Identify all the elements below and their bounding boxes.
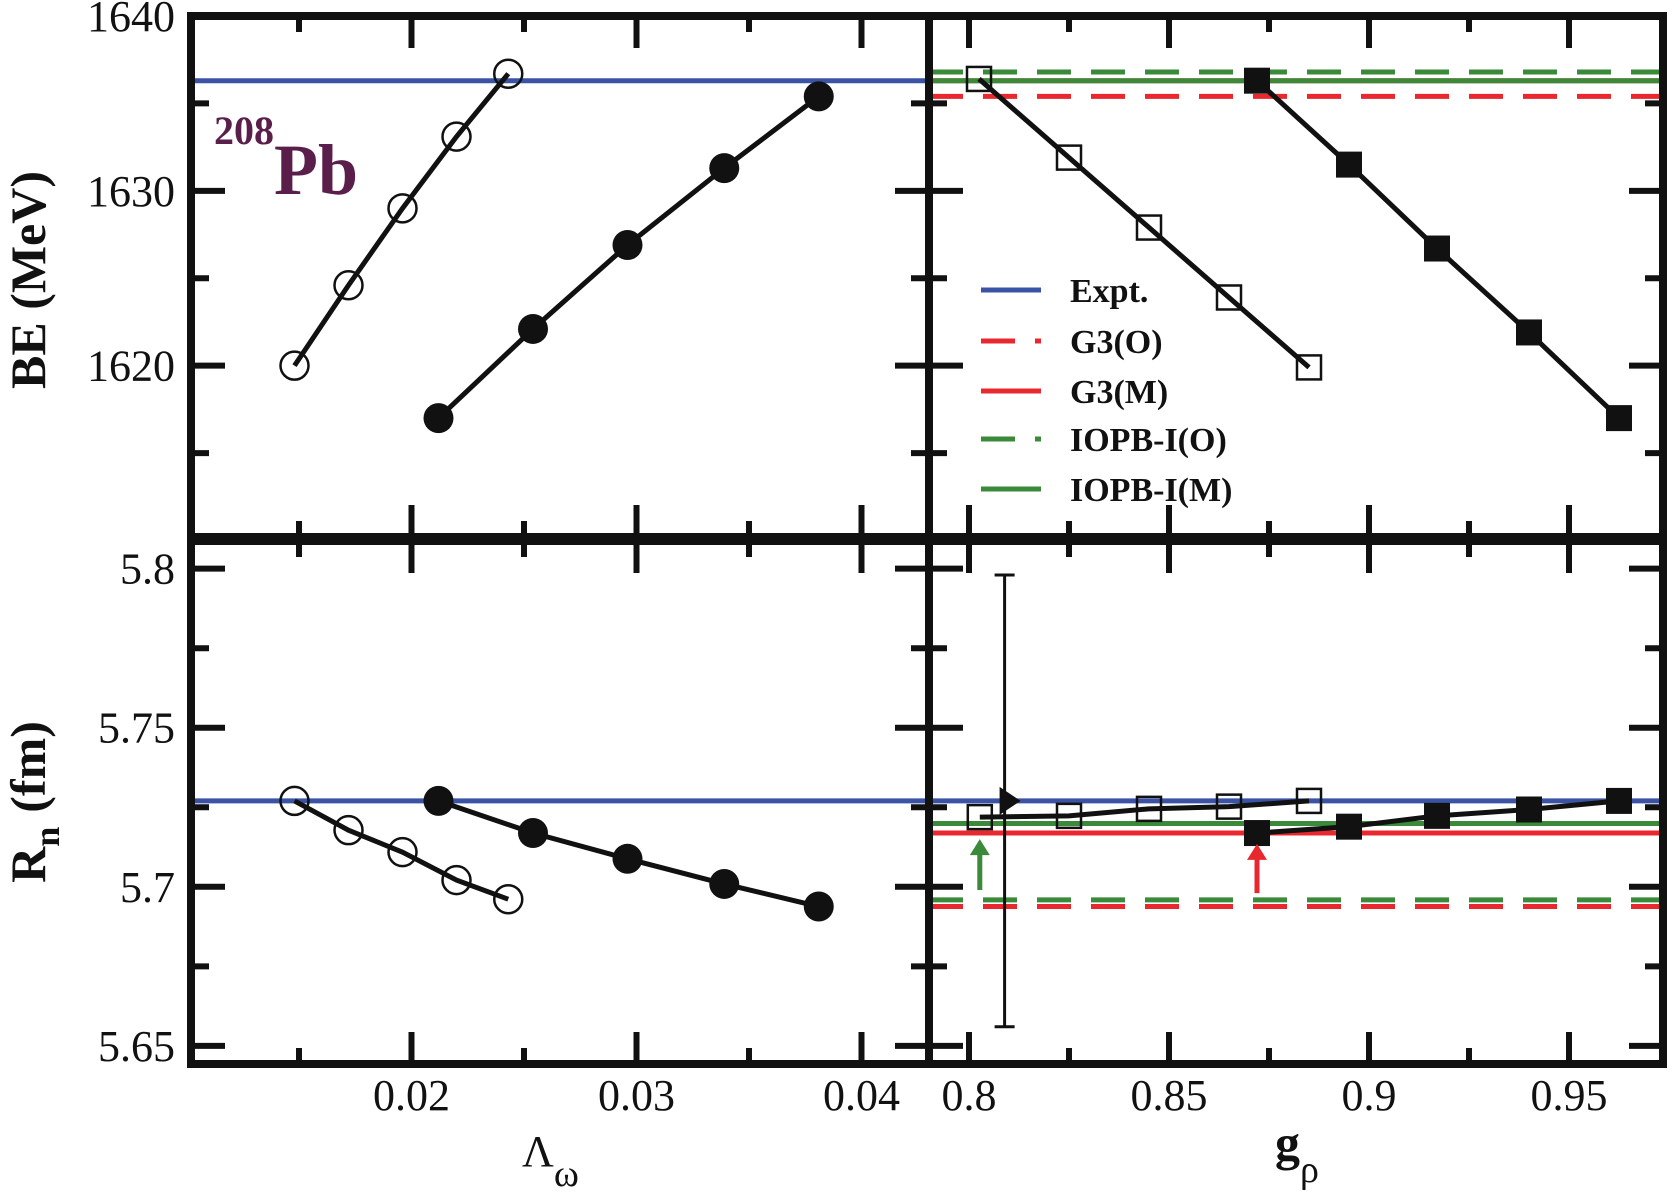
plot-layer: 1620 1630 1640 5.65 5.7 5.75 5.8 0.02 0.03 0.04 0.… [87,0,1667,1120]
x-tick-label: 0.04 [823,1071,900,1120]
data-point-filled-square [1516,319,1542,346]
y-tick-label: 1640 [87,0,175,41]
panel-frame [925,537,1667,1068]
data-point-open-circle [333,814,364,846]
x-axis-title-grho-main: g [1275,1115,1300,1171]
plot-area [191,58,929,434]
data-point-open-circle [493,58,524,89]
data-point-filled-circle [803,891,834,922]
x-axis-title-lambda-sub: ω [554,1153,579,1195]
legend-label: G3(O) [1070,324,1163,361]
data-point-filled-square [1516,796,1542,823]
data-point-open-square [966,803,994,831]
data-point-open-square [1295,354,1323,381]
nucleus-label: 208Pb [214,108,358,210]
panel-be-vs-lambda: 1620 1630 1640 [87,0,933,541]
x-axis-title-lambda: Λω [522,1127,579,1195]
panel-rn-vs-lambda: 5.65 5.7 5.75 5.8 0.02 0.03 0.04 [98,537,933,1120]
nucleus-mass-number: 208 [214,108,274,153]
y-axis-title-be: BE (MeV) [0,171,56,389]
legend-label: G3(M) [1070,374,1168,411]
series-line-open-circles [293,798,510,902]
y-tick-label: 5.75 [98,704,175,753]
y-axis-title-rn: Rn (fm) [0,721,67,883]
plot-area [929,65,1663,432]
series-line-open-squares [979,798,1310,820]
plot-area [191,785,929,922]
data-point-open-circle [279,785,310,817]
data-point-filled-square [1606,405,1632,432]
y-tick-label: 1630 [87,167,175,216]
data-point-open-square [1135,214,1163,241]
data-point-filled-square [1424,235,1450,262]
legend: Expt. G3(O) G3(M) IOPB-I(O) IOPB-I(M) [981,273,1232,509]
experiment-point-triangle [999,786,1021,815]
data-point-filled-circle [612,230,643,261]
data-point-filled-square [1424,802,1450,829]
x-tick-label: 0.85 [1131,1071,1208,1120]
data-point-open-square [1055,802,1083,830]
legend-label: IOPB-I(O) [1070,422,1227,459]
y-tick-label: 5.8 [120,545,175,594]
data-point-filled-square [1244,67,1270,94]
data-point-filled-circle [709,153,740,184]
y-axis-title-rn-unit: (fm) [0,721,56,813]
panel-be-vs-grho [925,12,1667,541]
y-tick-label: 5.65 [98,1022,175,1071]
data-point-open-circle [387,836,418,868]
x-tick-label: 0.95 [1531,1071,1608,1120]
indicator-arrow-head [1247,843,1267,860]
panel-rn-vs-grho: 0.8 0.85 0.9 0.95 [925,537,1667,1120]
legend-item: IOPB-I(O) [981,422,1227,459]
legend-item: G3(O) [981,324,1163,361]
data-point-open-square [1215,793,1243,820]
data-point-filled-circle [518,818,548,849]
x-tick-label: 0.8 [942,1071,997,1120]
plot-area [929,573,1663,1029]
y-tick-label: 1620 [87,342,175,391]
legend-item: G3(M) [981,374,1168,411]
data-point-filled-square [1244,820,1270,847]
data-point-open-circle [493,883,524,915]
legend-item: IOPB-I(M) [981,472,1232,509]
nucleus-element: Pb [274,130,358,210]
series-line-open-circles [292,72,511,368]
data-point-filled-circle [803,81,834,112]
data-point-filled-circle [612,843,643,874]
legend-item: Expt. [981,273,1148,310]
data-point-filled-circle [423,785,454,816]
y-axis-title-rn-main: R [0,846,56,883]
x-tick-label: 0.03 [598,1071,675,1120]
data-point-open-square [965,65,993,93]
data-point-filled-square [1336,813,1362,840]
data-point-open-square [1215,284,1243,311]
data-point-open-square [1135,795,1163,823]
x-tick-label: 0.9 [1342,1071,1397,1120]
y-tick-label: 5.7 [120,863,175,912]
data-point-open-square [1295,787,1323,815]
data-point-filled-square [1336,151,1362,178]
series-line-open-squares [977,77,1311,370]
data-point-open-circle [441,121,472,152]
legend-label: IOPB-I(M) [1070,472,1232,509]
x-tick-label: 0.02 [373,1071,450,1120]
x-axis-title-grho: gρ [1275,1115,1319,1191]
x-axis-title-lambda-main: Λ [522,1127,554,1176]
data-point-filled-circle [709,868,740,899]
legend-label: Expt. [1070,273,1148,310]
indicator-arrow-head [969,839,990,856]
data-point-open-circle [333,269,364,301]
x-axis-title-grho-sub: ρ [1300,1149,1319,1191]
data-point-filled-square [1606,787,1632,814]
data-point-filled-circle [423,403,454,434]
y-axis-title-rn-sub: n [27,827,67,847]
data-point-open-circle [441,864,472,896]
data-point-open-circle [387,193,418,224]
data-point-open-square [1055,144,1083,171]
data-point-filled-circle [518,313,548,344]
data-point-open-circle [279,350,310,381]
